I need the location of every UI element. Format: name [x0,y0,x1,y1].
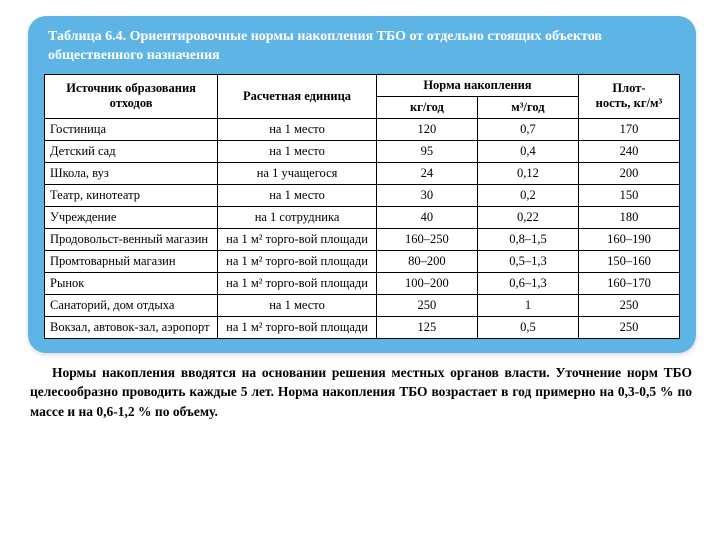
col-source: Источник образования отходов [45,74,218,118]
col-norma: Норма накопления [376,74,578,96]
table-row: Санаторий, дом отдыхана 1 место2501250 [45,294,680,316]
table-body: Гостиницана 1 место1200,7170 Детский сад… [45,118,680,338]
table-caption: Таблица 6.4. Ориентировочные нормы накоп… [48,28,676,66]
col-unit: Расчетная единица [218,74,377,118]
table-row: Рынокна 1 м² торго-вой площади100–2000,6… [45,272,680,294]
col-density: Плот- ность, кг/м³ [578,74,679,118]
col-m3: м³/год [477,96,578,118]
footnote-text: Нормы накопления вводятся на основании р… [30,363,692,422]
table-row: Промтоварный магазинна 1 м² торго-вой пл… [45,250,680,272]
table-row: Школа, вузна 1 учащегося240,12200 [45,162,680,184]
table-row: Продовольст-венный магазинна 1 м² торго-… [45,228,680,250]
table-row: Вокзал, автовок-зал, аэропортна 1 м² тор… [45,316,680,338]
table-header-row-1: Источник образования отходов Расчетная е… [45,74,680,96]
table-row: Учреждениена 1 сотрудника400,22180 [45,206,680,228]
table-row: Детский садна 1 место950,4240 [45,140,680,162]
table-row: Театр, кинотеатрна 1 место300,2150 [45,184,680,206]
norms-table: Источник образования отходов Расчетная е… [44,74,680,339]
table-panel: Таблица 6.4. Ориентировочные нормы накоп… [28,16,696,353]
table-row: Гостиницана 1 место1200,7170 [45,118,680,140]
col-kg: кг/год [376,96,477,118]
